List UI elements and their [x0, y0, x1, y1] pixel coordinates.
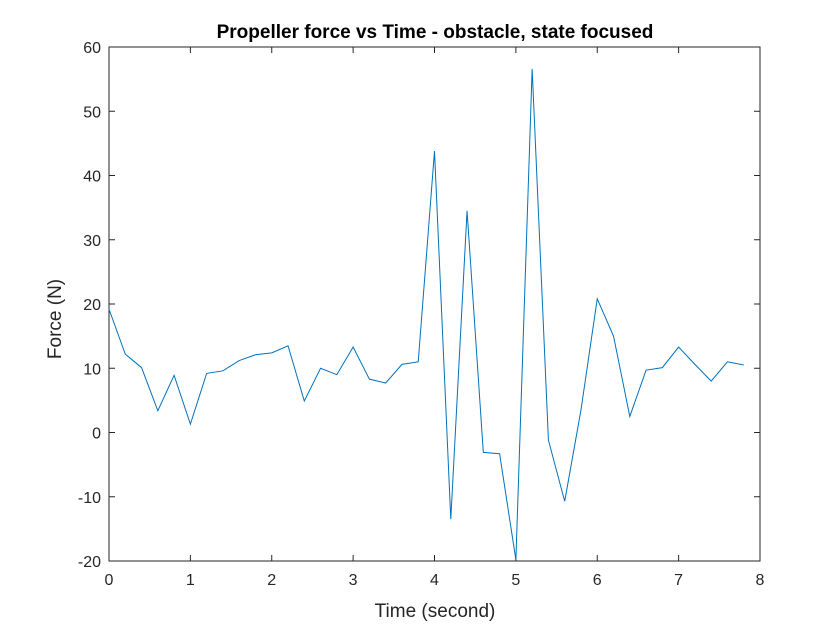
- x-tick-label: 4: [430, 572, 439, 589]
- x-tick-label: 8: [756, 572, 765, 589]
- x-tick-label: 6: [593, 572, 602, 589]
- y-tick-label: 50: [83, 104, 101, 121]
- y-axis-label: Force (N): [45, 279, 66, 359]
- x-tick-label: 7: [674, 572, 683, 589]
- y-tick-label: 0: [92, 426, 101, 443]
- series-line: [108, 68, 744, 560]
- y-tick-label: 40: [83, 169, 101, 186]
- y-tick-label: 10: [83, 361, 101, 378]
- plot-area-box: [108, 46, 761, 562]
- y-tick-label: 30: [83, 233, 101, 250]
- x-tick-label: 1: [186, 572, 195, 589]
- y-tick-label: -20: [78, 554, 101, 571]
- x-tick-label: 3: [349, 572, 358, 589]
- chart-title: Propeller force vs Time - obstacle, stat…: [217, 22, 654, 43]
- y-tick-label: 20: [83, 297, 101, 314]
- x-tick-label: 5: [511, 572, 520, 589]
- y-tick-label: 60: [83, 40, 101, 57]
- x-tick-label: 0: [105, 572, 114, 589]
- y-tick-label: -10: [78, 490, 101, 507]
- x-axis-label: Time (second): [375, 601, 496, 622]
- x-tick-label: 2: [267, 572, 276, 589]
